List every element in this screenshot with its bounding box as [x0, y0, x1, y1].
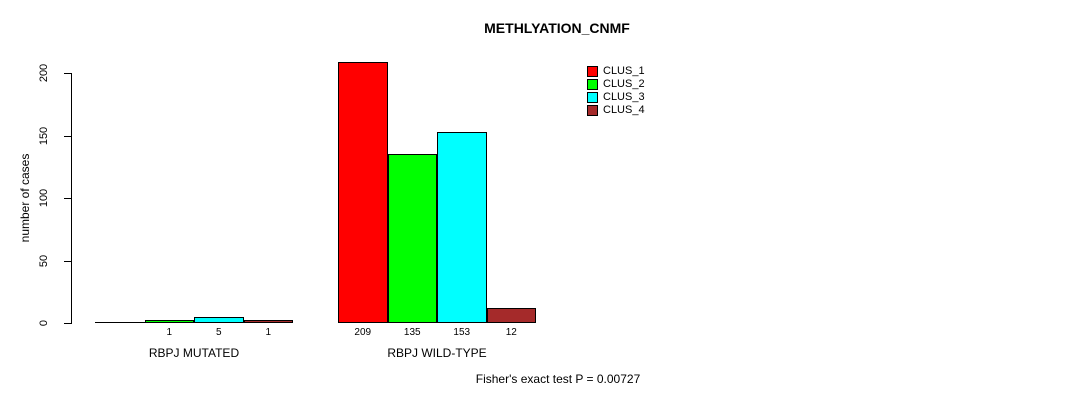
chart-title: METHLYATION_CNMF [484, 20, 630, 36]
legend-swatch-clus-3 [587, 92, 598, 103]
legend-label-clus-3: CLUS_3 [603, 91, 645, 103]
group-label-rbpj-mutated: RBPJ MUTATED [148, 346, 240, 360]
y-tick-label: 0 [38, 319, 50, 327]
legend-swatch-clus-2 [587, 79, 598, 90]
legend-label-clus-4: CLUS_4 [603, 104, 645, 116]
bar-value-label: 135 [403, 327, 421, 338]
bar-clus-2-rbpj-mutated [144, 320, 194, 323]
y-tick-label: 100 [38, 188, 50, 208]
fisher-test-annotation: Fisher's exact test P = 0.00727 [475, 372, 641, 386]
legend-swatch-clus-4 [587, 105, 598, 116]
y-axis-line [71, 73, 72, 324]
y-tick-label: 50 [38, 254, 50, 267]
bar-clus-2-rbpj-wild-type [387, 154, 437, 323]
bar-clus-1-rbpj-wild-type [338, 62, 388, 323]
bar-value-label: 12 [505, 327, 517, 338]
bar-clus-1-rbpj-mutated [95, 322, 145, 323]
y-axis-label: number of cases [18, 153, 32, 243]
legend-label-clus-2: CLUS_2 [603, 78, 645, 90]
y-tick-mark [64, 260, 71, 262]
bar-value-label: 1 [265, 327, 272, 338]
bar-value-label: 1 [166, 327, 173, 338]
bar-clus-4-rbpj-mutated [243, 320, 293, 323]
y-tick-label: 200 [38, 63, 50, 83]
bar-clus-3-rbpj-wild-type [437, 132, 487, 323]
y-tick-mark [64, 73, 71, 74]
y-tick-mark [64, 135, 71, 137]
bar-value-label: 153 [453, 327, 471, 338]
y-tick-mark [64, 323, 71, 324]
legend-swatch-clus-1 [587, 66, 598, 77]
group-label-rbpj-wild-type: RBPJ WILD-TYPE [387, 346, 487, 360]
bar-value-label: 5 [215, 327, 222, 338]
bar-clus-3-rbpj-mutated [194, 317, 244, 323]
y-tick-mark [64, 198, 71, 199]
legend-label-clus-1: CLUS_1 [603, 65, 645, 77]
y-tick-label: 150 [38, 126, 50, 145]
bar-clus-4-rbpj-wild-type [486, 308, 536, 323]
bar-value-label: 209 [354, 327, 372, 338]
